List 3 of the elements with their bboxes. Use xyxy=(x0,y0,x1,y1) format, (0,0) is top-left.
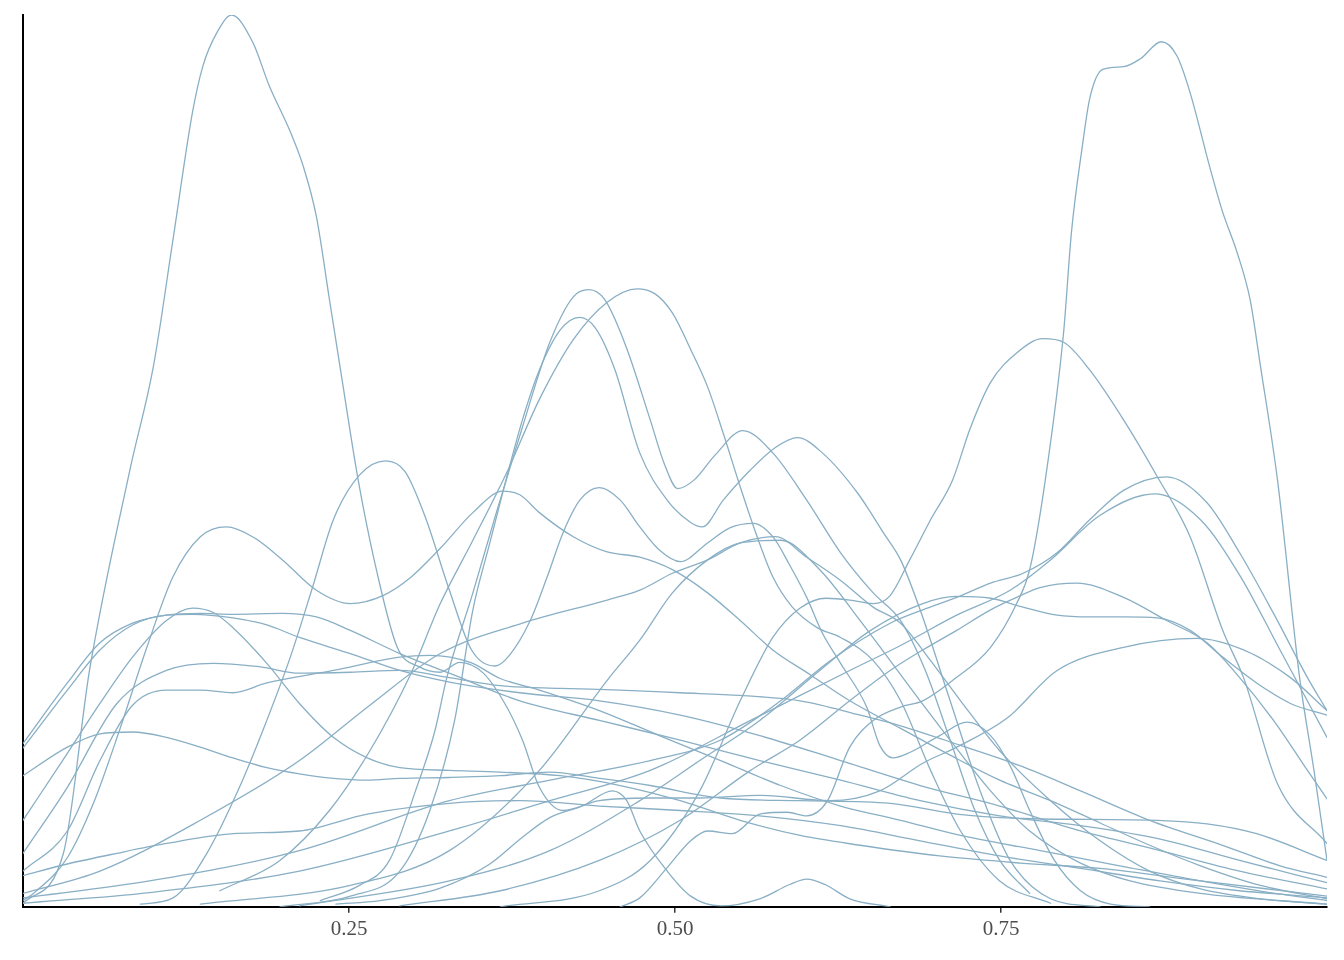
x-tick-label: 0.75 xyxy=(982,915,1020,940)
x-tick-label: 0.25 xyxy=(330,915,368,940)
x-tick-label: 0.50 xyxy=(656,915,694,940)
